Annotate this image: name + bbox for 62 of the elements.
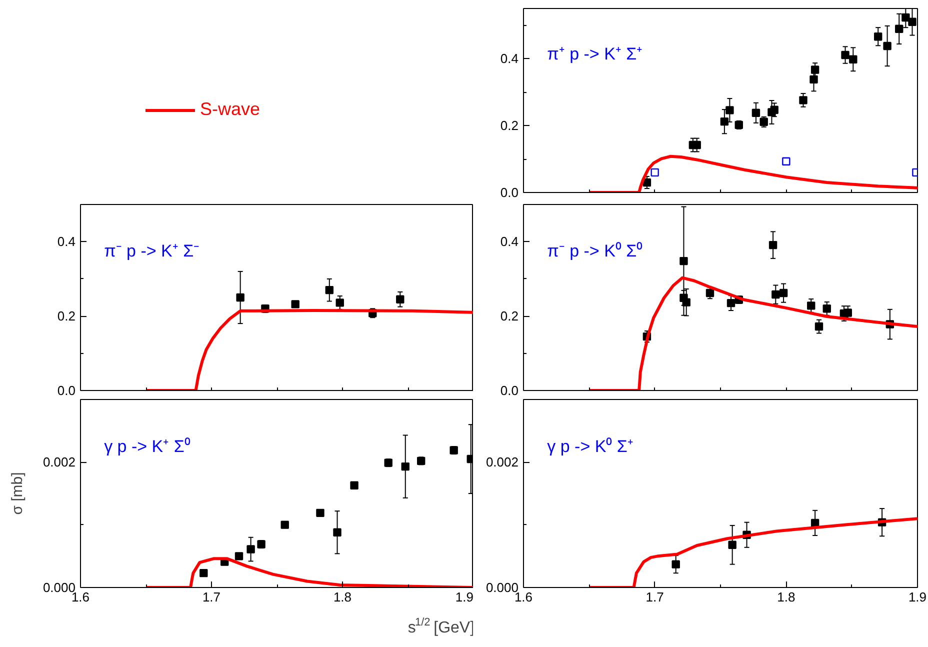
point	[396, 295, 404, 304]
y-tick-label: 0.4	[500, 234, 519, 250]
point	[902, 13, 910, 22]
point	[799, 96, 808, 104]
annotation: π⁻ p -> K⁰ Σ⁰	[547, 241, 643, 260]
line-series	[588, 517, 918, 588]
y-tick-label: 0.0	[57, 383, 76, 398]
x-tick-label: 1.9	[908, 590, 927, 604]
line-series	[144, 557, 473, 588]
x-tick-label: 1.9	[455, 590, 474, 604]
point	[782, 157, 790, 166]
annotation: π⁺ p -> K⁺ Σ⁺	[547, 44, 643, 64]
y-tick-label: 0.002	[42, 454, 76, 470]
y-tick-label: 0.2	[57, 308, 76, 324]
point	[325, 286, 334, 294]
y-tick-label: 0.4	[57, 234, 76, 250]
point	[726, 106, 734, 114]
y-tick-label: 0.002	[486, 454, 519, 470]
point	[672, 560, 680, 568]
point	[291, 300, 300, 308]
point	[874, 32, 882, 41]
point	[728, 540, 736, 549]
point	[810, 66, 820, 74]
point	[849, 55, 858, 64]
point	[779, 288, 788, 298]
y-tick-label: 0.0	[500, 383, 519, 398]
y-tick-label: 0.2	[500, 308, 519, 324]
y-tick-label: 0.2	[500, 118, 519, 134]
x-tick-label: 1.7	[646, 590, 664, 604]
point	[844, 308, 852, 317]
point	[814, 322, 824, 331]
point	[841, 50, 850, 60]
line-series	[588, 276, 918, 390]
annotation: γ p -> K⁺ Σ⁰	[104, 436, 190, 456]
point	[336, 298, 344, 307]
point	[770, 106, 778, 114]
annotation: π⁻ p -> K⁺ Σ⁻	[104, 241, 200, 260]
point	[772, 290, 780, 299]
point	[650, 168, 659, 177]
point	[752, 108, 760, 117]
point	[680, 256, 688, 266]
x-tick-label: 1.8	[333, 590, 352, 604]
point	[706, 288, 714, 298]
annotation: γ p -> K⁰ Σ⁺	[547, 436, 634, 456]
point	[883, 42, 892, 50]
line-series	[588, 154, 918, 192]
line-series	[144, 309, 473, 390]
y-tick-label: 0.0	[500, 185, 519, 200]
point	[692, 140, 701, 150]
x-tick-label: 1.8	[777, 590, 796, 604]
y-tick-label: 0.4	[500, 51, 519, 66]
y-axis-title: σ [mb]	[8, 472, 26, 515]
point	[908, 18, 916, 26]
point	[726, 298, 736, 308]
point	[768, 240, 778, 250]
point	[720, 117, 729, 126]
point	[822, 304, 831, 313]
point	[236, 293, 244, 302]
legend-label: S-wave	[200, 99, 260, 120]
point	[895, 24, 904, 34]
x-tick-label: 1.7	[202, 590, 221, 604]
point	[807, 302, 816, 310]
